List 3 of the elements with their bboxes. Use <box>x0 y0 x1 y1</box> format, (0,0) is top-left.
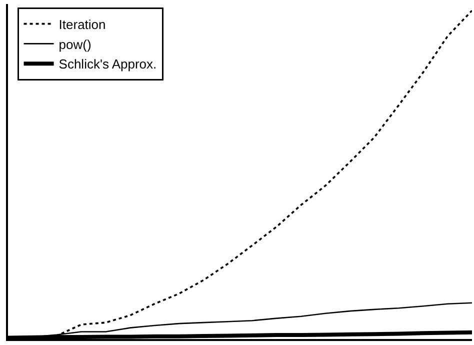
legend-label: Iteration <box>58 16 106 32</box>
legend-label: pow() <box>58 36 92 52</box>
legend-label: Schlick's Approx. <box>58 56 157 72</box>
